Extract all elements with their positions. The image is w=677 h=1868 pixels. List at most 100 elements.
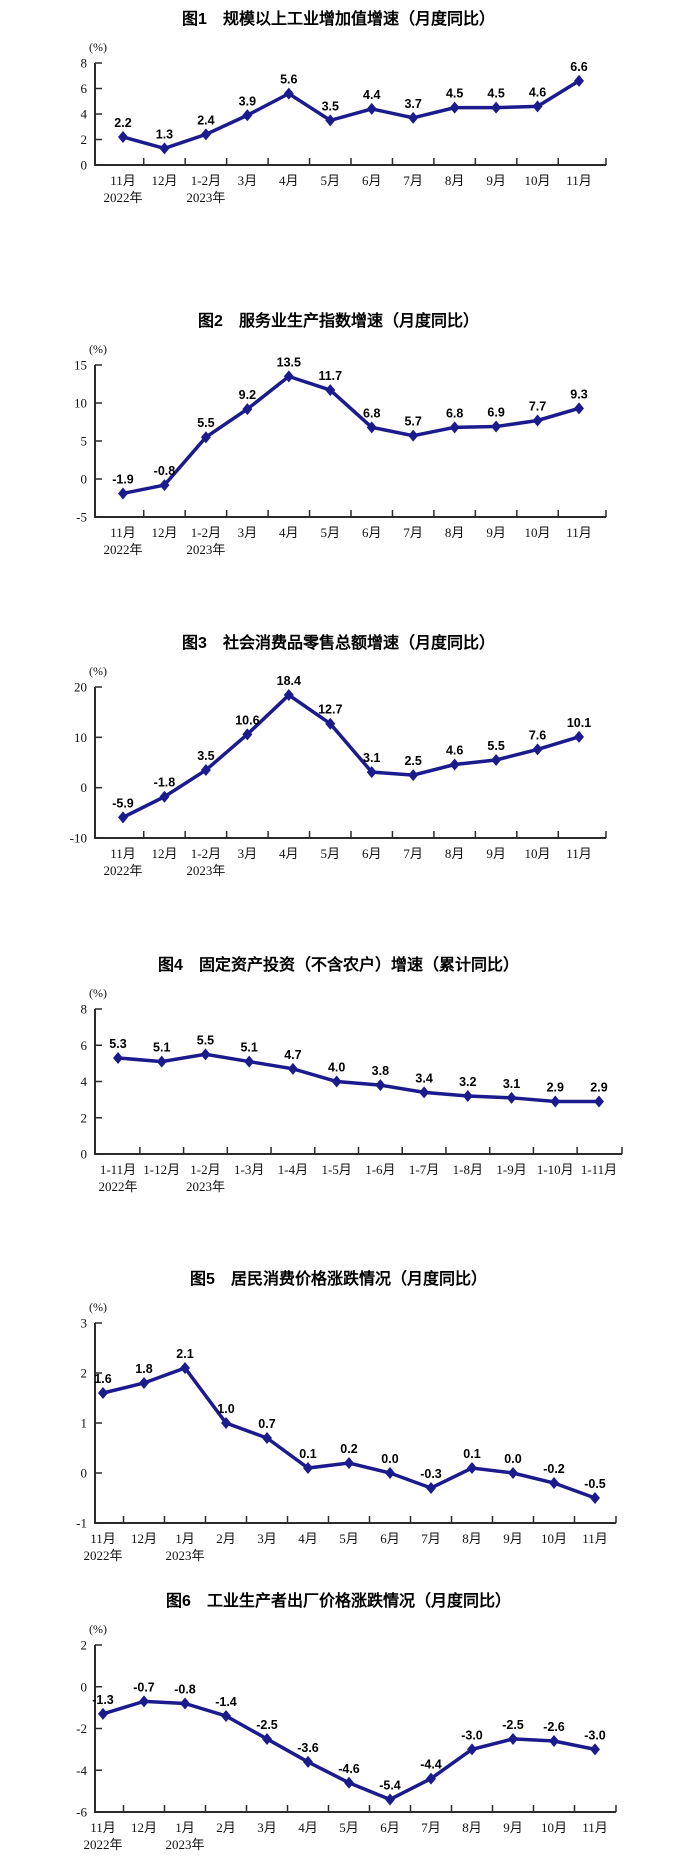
x-tick-label: 3月	[238, 173, 258, 188]
chart-title: 图2 服务业生产指数增速（月度同比）	[198, 313, 479, 330]
line-chart: (%) 0 2 4 6 8 1-11月 1-12月 1-2月 1-3月 1-4月 1-5月 1-6月 1-…	[81, 986, 623, 1194]
data-point-marker	[118, 811, 128, 824]
data-point-label: 3.9	[239, 94, 256, 108]
y-tick-label: 15	[74, 358, 87, 373]
x-tick-label: 8月	[445, 525, 465, 540]
data-point-label: 13.5	[277, 355, 301, 369]
data-point-marker	[506, 1091, 517, 1104]
x-year-label: 2022年	[103, 542, 142, 557]
axis-unit-label: (%)	[89, 40, 107, 54]
figure-5-consumer-price-index: 图5 居民消费价格涨跌情况（月度同比） (%) -1 0 1 2 3 11月 12月 1月 2月 3…	[0, 1270, 677, 1565]
data-point-label: 2.1	[176, 1347, 193, 1361]
x-tick-label: 11月	[566, 525, 592, 540]
data-point-label: -2.6	[543, 1720, 565, 1734]
data-point-marker	[550, 1095, 561, 1108]
data-point-marker	[303, 1755, 313, 1768]
data-point-marker	[491, 101, 502, 114]
x-tick-label: 1-2月	[191, 173, 221, 188]
series-line	[116, 1052, 601, 1104]
data-point-label: 5.5	[197, 1033, 214, 1047]
x-tick-label: 1-3月	[234, 1162, 264, 1177]
x-tick-label: 7月	[403, 173, 423, 188]
line-chart: (%) -5 0 5 10 15 11月 12月 1-2月 3月 4月 5月 6月 7月 8月 9月 10月 11…	[74, 342, 607, 557]
x-tick-label: 10月	[541, 1820, 567, 1835]
data-point-label: -1.9	[112, 472, 134, 486]
x-year-label: 2023年	[186, 1179, 225, 1194]
x-tick-label: 1-10月	[537, 1162, 574, 1177]
x-tick-label: 5月	[339, 1820, 359, 1835]
y-tick-label: 0	[81, 1466, 88, 1481]
x-tick-label: 12月	[151, 525, 177, 540]
data-point-marker	[287, 1062, 298, 1075]
data-point-marker	[532, 100, 543, 113]
x-tick-label: 4月	[298, 1820, 318, 1835]
x-tick-label: 3月	[257, 1531, 277, 1546]
data-point-marker	[139, 1377, 149, 1389]
data-point-label: 4.0	[328, 1061, 345, 1075]
x-tick-label: 3月	[238, 525, 258, 540]
chart-title: 图5 居民消费价格涨跌情况（月度同比）	[190, 1271, 487, 1288]
data-point-marker	[549, 1735, 559, 1748]
y-tick-label: 2	[81, 132, 88, 147]
x-tick-label: 10月	[525, 525, 551, 540]
x-tick-label: 10月	[541, 1531, 567, 1546]
y-tick-label: 10	[74, 396, 87, 411]
data-point-marker	[366, 421, 377, 434]
data-point-marker	[180, 1697, 190, 1710]
data-point-label: 1.6	[94, 1372, 111, 1386]
data-point-marker	[331, 1075, 342, 1088]
data-point-marker	[325, 384, 336, 397]
data-point-marker	[303, 1462, 313, 1474]
data-point-marker	[491, 753, 502, 766]
x-tick-label: 1月	[175, 1820, 195, 1835]
data-point-label: 6.8	[363, 406, 380, 420]
data-point-label: 4.5	[487, 87, 504, 101]
x-tick-label: 1-2月	[191, 846, 221, 861]
data-point-marker	[549, 1477, 559, 1489]
data-point-marker	[366, 766, 377, 779]
data-point-marker	[508, 1467, 518, 1479]
x-tick-label: 7月	[403, 846, 423, 861]
x-tick-label: 7月	[421, 1531, 441, 1546]
data-point-label: -1.8	[154, 776, 176, 790]
data-point-label: 1.8	[135, 1362, 152, 1376]
data-point-label: 0.1	[299, 1447, 316, 1461]
data-point-marker	[449, 101, 460, 114]
y-tick-label: 8	[81, 56, 88, 71]
data-point-marker	[408, 111, 419, 124]
data-point-label: 1.3	[156, 127, 173, 141]
data-point-label: -3.0	[584, 1728, 606, 1742]
x-tick-label: 9月	[486, 846, 506, 861]
data-point-marker	[467, 1743, 477, 1756]
x-tick-label: 11月	[110, 525, 136, 540]
data-point-label: 4.4	[363, 88, 380, 102]
x-tick-label: 1-11月	[100, 1162, 136, 1177]
data-point-marker	[590, 1743, 600, 1756]
data-point-marker	[574, 730, 584, 743]
x-tick-label: 1-2月	[191, 525, 221, 540]
x-tick-label: 4月	[298, 1531, 318, 1546]
data-point-label: 3.8	[372, 1064, 389, 1078]
data-point-marker	[221, 1709, 231, 1722]
x-tick-label: 6月	[362, 846, 382, 861]
x-tick-label: 4月	[279, 846, 299, 861]
x-tick-label: 7月	[403, 525, 423, 540]
data-point-label: 3.1	[363, 751, 380, 765]
x-tick-label: 11月	[566, 173, 592, 188]
data-point-marker	[118, 130, 128, 143]
data-point-marker	[180, 1362, 190, 1374]
x-tick-label: 1月	[175, 1531, 195, 1546]
data-point-marker	[449, 421, 460, 434]
data-point-marker	[242, 109, 253, 122]
y-tick-label: 6	[81, 1038, 88, 1053]
axis-unit-label: (%)	[89, 1300, 107, 1314]
x-tick-label: 12月	[131, 1531, 157, 1546]
data-point-marker	[156, 1055, 167, 1068]
x-tick-label: 6月	[362, 173, 382, 188]
x-tick-label: 11月	[90, 1531, 116, 1546]
data-point-marker	[262, 1732, 272, 1745]
figure-1-industrial-added-value: 图1 规模以上工业增加值增速（月度同比） (%) 0 2 4 6 8 11月 12月 1-2月 3…	[0, 10, 677, 207]
x-tick-label: 8月	[462, 1820, 482, 1835]
data-point-label: -0.2	[543, 1462, 565, 1476]
data-point-label: 5.1	[153, 1041, 170, 1055]
